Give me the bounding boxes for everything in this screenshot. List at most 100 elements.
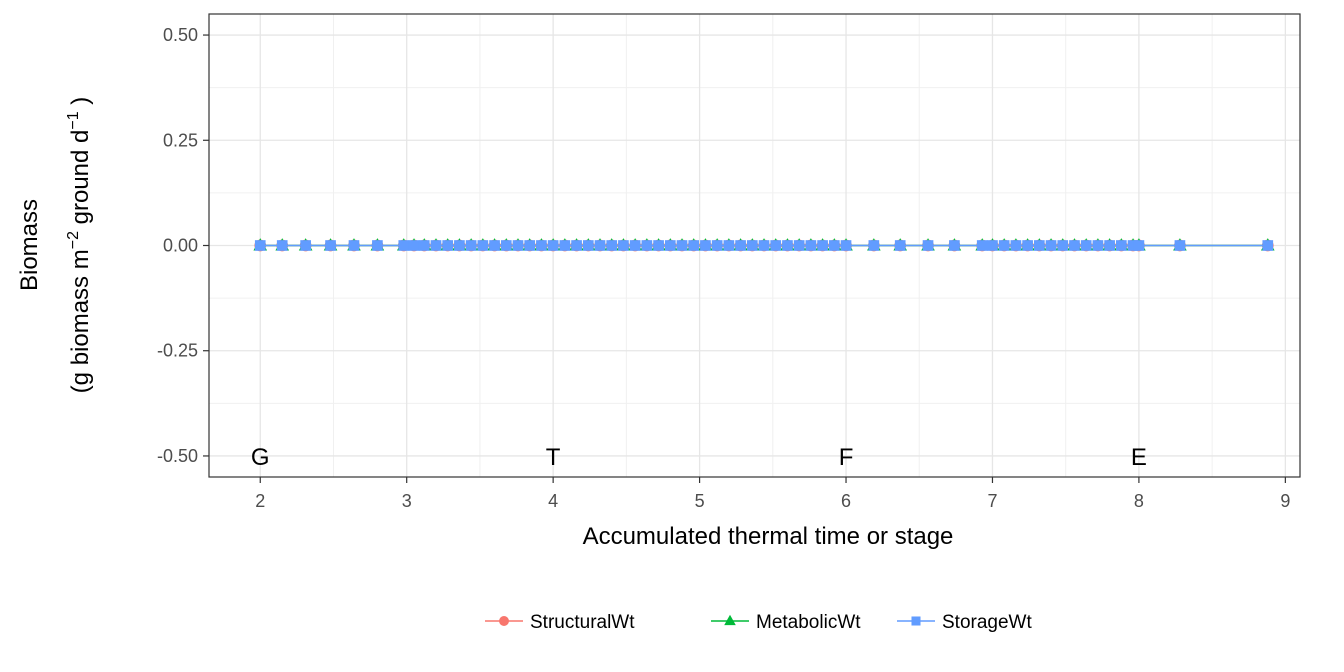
data-point <box>524 240 536 251</box>
data-point <box>1034 240 1045 251</box>
data-point <box>1045 240 1057 251</box>
x-tick-label: 7 <box>987 491 997 511</box>
y-axis-title: Biomass <box>16 199 43 291</box>
data-point <box>1092 240 1104 251</box>
data-point <box>653 240 664 251</box>
data-point <box>770 240 782 251</box>
series-layer <box>253 238 1275 252</box>
data-point <box>1174 240 1186 251</box>
data-point <box>1127 240 1139 251</box>
data-point <box>641 240 653 251</box>
y-tick-label: -0.50 <box>157 446 198 466</box>
data-point <box>688 240 700 251</box>
data-point <box>582 240 594 251</box>
y-tick-label: 0.00 <box>163 236 198 256</box>
x-tick-label: 5 <box>695 491 705 511</box>
data-point <box>700 240 711 251</box>
stage-label-e: E <box>1131 444 1147 471</box>
data-point <box>1262 240 1274 251</box>
data-point <box>1116 240 1127 251</box>
data-point <box>746 240 758 251</box>
data-point <box>300 240 311 251</box>
x-tick-label: 6 <box>841 491 851 511</box>
x-tick-label: 4 <box>548 491 558 511</box>
data-point <box>664 240 676 251</box>
data-point <box>758 240 770 251</box>
data-point <box>489 240 500 251</box>
y-axis-units: (g biomass m−2 ground d−1 ) <box>65 97 94 394</box>
y-units-part3: ) <box>67 97 94 112</box>
data-point <box>735 240 746 251</box>
data-point <box>325 240 336 251</box>
y-units-sup1: −2 <box>65 231 82 249</box>
data-point <box>442 240 454 251</box>
data-point <box>571 240 582 251</box>
data-point <box>276 240 288 251</box>
data-point <box>629 240 641 251</box>
y-units-part2: ground d <box>67 130 94 231</box>
data-point <box>465 240 477 251</box>
y-units-part1: (g biomass m <box>67 249 94 393</box>
y-units-sup2: −1 <box>65 111 82 129</box>
data-point <box>1133 240 1145 251</box>
legend-label: MetabolicWt <box>756 612 861 633</box>
data-point <box>477 240 489 251</box>
data-point <box>1080 240 1092 251</box>
data-point <box>1022 240 1033 251</box>
x-tick-label: 9 <box>1280 491 1290 511</box>
data-point <box>711 240 723 251</box>
legend-label: StorageWt <box>942 612 1032 633</box>
data-point <box>1057 240 1069 251</box>
data-point <box>512 240 524 251</box>
legend-key-marker <box>724 614 736 626</box>
data-point <box>782 240 793 251</box>
data-point <box>868 240 880 251</box>
data-point <box>500 240 512 251</box>
data-point <box>976 240 988 251</box>
data-point <box>840 240 852 251</box>
data-point <box>408 240 420 251</box>
data-point <box>594 240 606 251</box>
data-point <box>723 240 735 251</box>
data-point <box>828 240 840 251</box>
data-point <box>254 240 266 251</box>
data-point <box>454 240 465 251</box>
stage-label-f: F <box>839 444 854 471</box>
x-tick-label: 8 <box>1134 491 1144 511</box>
data-point <box>949 240 960 251</box>
y-tick-label: 0.50 <box>163 25 198 45</box>
legend-label: StructuralWt <box>530 612 635 633</box>
data-point <box>1010 240 1022 251</box>
data-point <box>817 240 828 251</box>
data-point <box>372 240 383 251</box>
legend-key-marker <box>911 616 921 626</box>
axis-ticks: 2 3 4 5 6 7 8 9 0.50 0.25 0.00 -0.25 -0.50 <box>157 25 1290 511</box>
data-point <box>547 240 559 251</box>
series-StorageWt <box>254 240 1274 251</box>
data-point <box>348 240 360 251</box>
x-tick-label: 3 <box>402 491 412 511</box>
data-point <box>1104 240 1115 251</box>
data-point <box>793 240 805 251</box>
data-point <box>418 240 430 251</box>
legend-item-StorageWt: StorageWt <box>897 612 1032 633</box>
data-point <box>676 240 688 251</box>
y-tick-label: -0.25 <box>157 341 198 361</box>
legend-key-marker <box>499 616 509 626</box>
legend: StructuralWt MetabolicWt StorageWt <box>485 612 1032 633</box>
y-tick-label: 0.25 <box>163 130 198 150</box>
data-point <box>559 240 571 251</box>
data-point <box>1069 240 1080 251</box>
data-point <box>998 240 1010 251</box>
data-point <box>398 240 410 251</box>
legend-item-MetabolicWt: MetabolicWt <box>711 612 861 633</box>
stage-label-g: G <box>251 444 270 471</box>
data-point <box>894 240 906 251</box>
x-tick-label: 2 <box>255 491 265 511</box>
data-point <box>922 240 934 251</box>
data-point <box>805 240 817 251</box>
stage-label-t: T <box>546 444 561 471</box>
data-point <box>618 240 629 251</box>
